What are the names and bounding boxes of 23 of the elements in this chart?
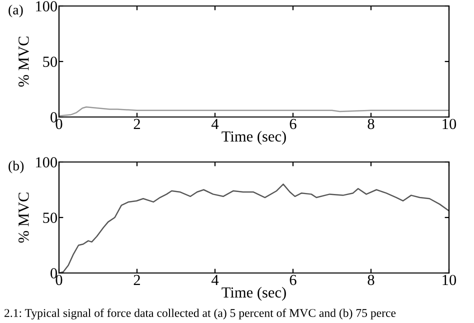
y-tick-label: 50 <box>43 212 58 223</box>
y-axis-title: % MVC <box>18 36 29 87</box>
y-tick-label: 50 <box>43 56 58 67</box>
x-tick-label: 6 <box>290 118 296 130</box>
x-axis-title: Time (sec) <box>222 286 286 301</box>
x-tick-label: 4 <box>211 274 219 285</box>
y-tick-label: 100 <box>36 1 58 12</box>
x-tick-label: 10 <box>442 274 456 286</box>
x-tick-label: 2 <box>134 118 140 129</box>
x-axis-title: Time (sec) <box>222 130 286 145</box>
text: 2.1: Typical signal of force data collected at (a) 5 percent of MVC and (b) 75 perce <box>4 308 396 320</box>
text: (a) <box>8 4 23 18</box>
text: (b) <box>8 160 24 174</box>
x-tick-label: 2 <box>134 274 140 285</box>
y-tick-label: 0 <box>50 112 58 122</box>
x-tick-label: 10 <box>442 118 456 130</box>
x-tick-label: 4 <box>211 118 219 129</box>
x-tick-label: 6 <box>290 274 296 286</box>
y-tick-label: 100 <box>36 157 58 168</box>
y-tick-label: 0 <box>50 268 58 278</box>
y-axis-title: % MVC <box>18 192 29 243</box>
x-tick-label: 8 <box>368 274 374 286</box>
x-tick-label: 8 <box>368 118 374 130</box>
